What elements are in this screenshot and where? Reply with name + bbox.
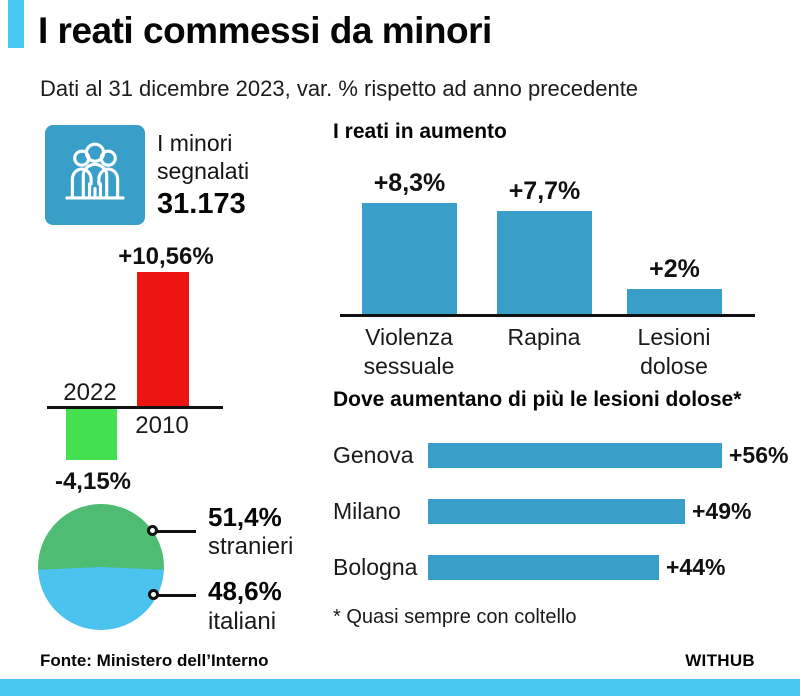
- bar-value-label-2010: +10,56%: [118, 243, 214, 270]
- crimes-bar-chart: +8,3% +7,7% +2% Violenza sessuale Rapina…: [335, 160, 757, 395]
- pie-label-italiani: italiani: [208, 608, 277, 635]
- city-value-genova: +56%: [729, 441, 789, 468]
- withub-logo: WITHUB: [685, 651, 755, 670]
- pie-graphic: [38, 504, 164, 630]
- axis-label-2022: 2022: [63, 379, 117, 406]
- city-value-milano: +49%: [692, 497, 752, 524]
- city-label-milano: Milano: [333, 497, 401, 524]
- city-row-milano: Milano +49%: [333, 497, 751, 525]
- city-value-bologna: +44%: [666, 553, 726, 580]
- bar-value-lesioni: +2%: [649, 255, 700, 283]
- bottom-accent-strip: [0, 679, 800, 696]
- page-title: I reati commessi da minori: [38, 10, 492, 51]
- crimes-chart-title: I reati in aumento: [333, 120, 507, 143]
- source-credit: Fonte: Ministero dell’Interno: [40, 651, 269, 670]
- page-subtitle: Dati al 31 dicembre 2023, var. % rispett…: [40, 76, 639, 101]
- leader-line-stranieri: [156, 530, 196, 533]
- city-row-bologna: Bologna +44%: [333, 553, 725, 581]
- city-bar-genova: [428, 442, 722, 468]
- cities-chart-title: Dove aumentano di più le lesioni dolose*: [333, 388, 742, 411]
- city-label-bologna: Bologna: [333, 553, 418, 580]
- crimes-chart-baseline: [340, 314, 755, 317]
- axis-label-rapina: Rapina: [507, 324, 581, 350]
- city-bar-bologna: [428, 554, 659, 580]
- axis-label-violenza-sessuale: Violenza sessuale: [363, 324, 455, 379]
- group-people-icon: [56, 134, 134, 217]
- city-label-genova: Genova: [333, 441, 414, 468]
- bar-value-violenza: +8,3%: [373, 169, 446, 197]
- bar-value-rapina: +7,7%: [508, 177, 581, 205]
- bar-lesioni-dolose: [627, 289, 722, 314]
- bar-2010: [137, 272, 189, 408]
- leader-dot-stranieri: [147, 525, 158, 536]
- reported-minors-value: 31.173: [157, 188, 246, 220]
- leader-line-italiani: [157, 594, 196, 597]
- bar-value-label-2022: -4,15%: [54, 468, 132, 495]
- pie-value-italiani: 48,6%: [208, 576, 282, 606]
- nationality-pie-chart: 51,4% stranieri 48,6% italiani: [30, 500, 320, 650]
- axis-label-2010: 2010: [135, 412, 189, 439]
- city-bar-milano: [428, 498, 685, 524]
- year-variation-chart: +10,56% 2022 2010 -4,15%: [40, 240, 235, 500]
- pie-label-stranieri: stranieri: [208, 533, 294, 560]
- reported-minors-icon-box: [45, 125, 145, 225]
- bar-violenza-sessuale: [362, 203, 457, 314]
- city-row-genova: Genova +56%: [333, 441, 788, 469]
- reported-minors-label: I minori segnalati: [157, 130, 250, 185]
- title-accent-bar: [8, 0, 24, 48]
- bar-rapina: [497, 211, 592, 314]
- asterisk-footnote: * Quasi sempre con coltello: [333, 606, 577, 628]
- bar-2022: [66, 409, 117, 460]
- axis-label-lesioni-dolose: Lesioni dolose: [637, 324, 711, 379]
- leader-dot-italiani: [148, 589, 159, 600]
- year-chart-baseline: [47, 406, 223, 409]
- pie-value-stranieri: 51,4%: [208, 502, 282, 532]
